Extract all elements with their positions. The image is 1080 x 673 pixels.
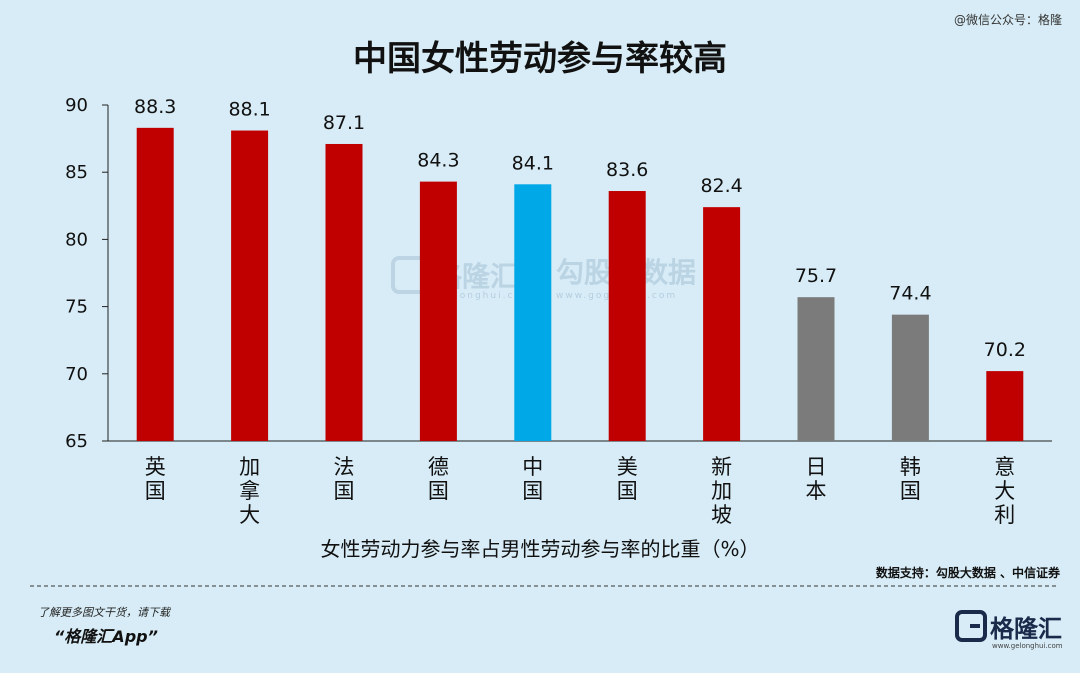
data-label: 74.4 <box>889 283 931 305</box>
footer-brand-url: www.gelonghui.com <box>992 642 1063 650</box>
bar <box>419 181 457 441</box>
y-tick-label: 80 <box>65 229 88 250</box>
data-labels: 88.3 88.1 87.1 84.3 84.1 83.6 82.4 75.7 74.4 70.2 <box>134 96 1026 361</box>
brand-logo-icon <box>955 610 987 642</box>
category-label: 日本 <box>806 455 827 503</box>
category-label: 加拿大 <box>239 455 260 527</box>
y-tick-label: 65 <box>65 431 88 452</box>
bar <box>231 130 269 441</box>
data-label: 84.3 <box>417 150 459 172</box>
category-label: 美国 <box>617 455 638 503</box>
bar <box>703 207 741 441</box>
data-label: 83.6 <box>606 159 648 181</box>
category-labels: 英国 加拿大 法国 德国 中国 美国 新加坡 日本 韩国 意大利 <box>145 455 1016 527</box>
bar <box>136 127 174 442</box>
y-tick-label: 85 <box>65 162 88 183</box>
chart-title: 中国女性劳动参与率较高 <box>353 39 727 79</box>
category-label: 法国 <box>334 455 355 503</box>
bar <box>325 143 363 441</box>
footer-app: “格隆汇App” <box>54 627 158 646</box>
bar <box>514 184 552 441</box>
y-tick-label: 70 <box>65 364 88 385</box>
category-label: 英国 <box>145 455 166 503</box>
data-label: 75.7 <box>795 265 837 287</box>
footer-brand-name: 格隆汇 <box>990 615 1062 643</box>
top-watermark: @微信公众号：格隆 <box>954 12 1062 27</box>
data-label: 88.1 <box>228 99 270 121</box>
data-label: 88.3 <box>134 96 176 118</box>
brand-logo-bar-icon <box>970 624 980 628</box>
watermark-brand-url: gelonghui.com <box>440 291 533 301</box>
category-label: 意大利 <box>994 455 1015 527</box>
x-axis-label: 女性劳动力参与率占男性劳动参与率的比重（%） <box>320 537 759 561</box>
data-label: 87.1 <box>323 112 365 134</box>
y-tick-label: 75 <box>65 297 88 318</box>
footer-note: 了解更多图文干货，请下载 <box>38 606 172 619</box>
data-label: 70.2 <box>984 339 1026 361</box>
bar <box>986 371 1024 441</box>
category-label: 新加坡 <box>711 455 732 527</box>
bar <box>608 191 646 441</box>
category-label: 中国 <box>522 455 543 503</box>
footer-brand: 格隆汇 www.gelonghui.com <box>955 610 1063 650</box>
bar <box>797 297 835 441</box>
y-tick-label: 90 <box>65 95 88 116</box>
data-label: 82.4 <box>700 175 742 197</box>
category-label: 德国 <box>428 455 449 503</box>
source-note: 数据支持：勾股大数据 、中信证券 <box>876 565 1061 580</box>
bars <box>136 127 1024 442</box>
data-label: 84.1 <box>512 152 554 174</box>
y-ticks: 65 70 75 80 85 90 <box>65 95 108 452</box>
bar <box>891 314 929 441</box>
category-label: 韩国 <box>900 455 921 503</box>
